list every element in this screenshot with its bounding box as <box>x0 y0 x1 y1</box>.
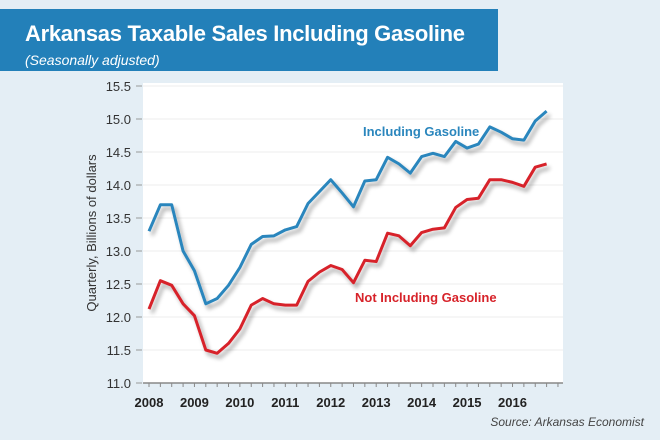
series-line-including-gasoline <box>147 109 548 306</box>
y-tick-label: 13.0 <box>106 244 131 259</box>
source-note: Source: Arkansas Economist <box>490 415 644 429</box>
x-tick-label: 2011 <box>271 395 299 410</box>
chart-subtitle: (Seasonally adjusted) <box>25 52 160 68</box>
x-tick-label: 2015 <box>453 395 482 410</box>
y-tick-label: 12.0 <box>106 310 131 325</box>
x-tick-label: 2009 <box>180 395 209 410</box>
plot-area <box>143 83 563 383</box>
y-tick-label: 15.0 <box>106 112 131 127</box>
y-axis-label: Quarterly, Billions of dollars <box>84 154 99 312</box>
y-tick-label: 11.5 <box>107 343 131 358</box>
x-tick-label: 2014 <box>407 395 437 410</box>
x-tick-label: 2016 <box>498 395 527 410</box>
y-tick-label: 11.0 <box>107 376 131 391</box>
y-tick-label: 13.5 <box>106 211 131 226</box>
title-banner: Arkansas Taxable Sales Including Gasolin… <box>0 9 498 71</box>
y-tick-label: 14.0 <box>106 178 131 193</box>
series-label-including-gasoline: Including Gasoline <box>363 124 479 139</box>
x-tick-label: 2013 <box>362 395 391 410</box>
y-tick-label: 12.5 <box>106 277 131 292</box>
x-tick-label: 2008 <box>135 395 164 410</box>
x-tick-label: 2010 <box>225 395 254 410</box>
series-line-not-including-gasoline <box>147 162 548 355</box>
y-tick-label: 15.5 <box>106 79 131 94</box>
y-tick-label: 14.5 <box>106 145 131 160</box>
series-label-not-including-gasoline: Not Including Gasoline <box>355 290 497 305</box>
x-tick-label: 2012 <box>316 395 345 410</box>
chart-title: Arkansas Taxable Sales Including Gasolin… <box>25 21 465 46</box>
